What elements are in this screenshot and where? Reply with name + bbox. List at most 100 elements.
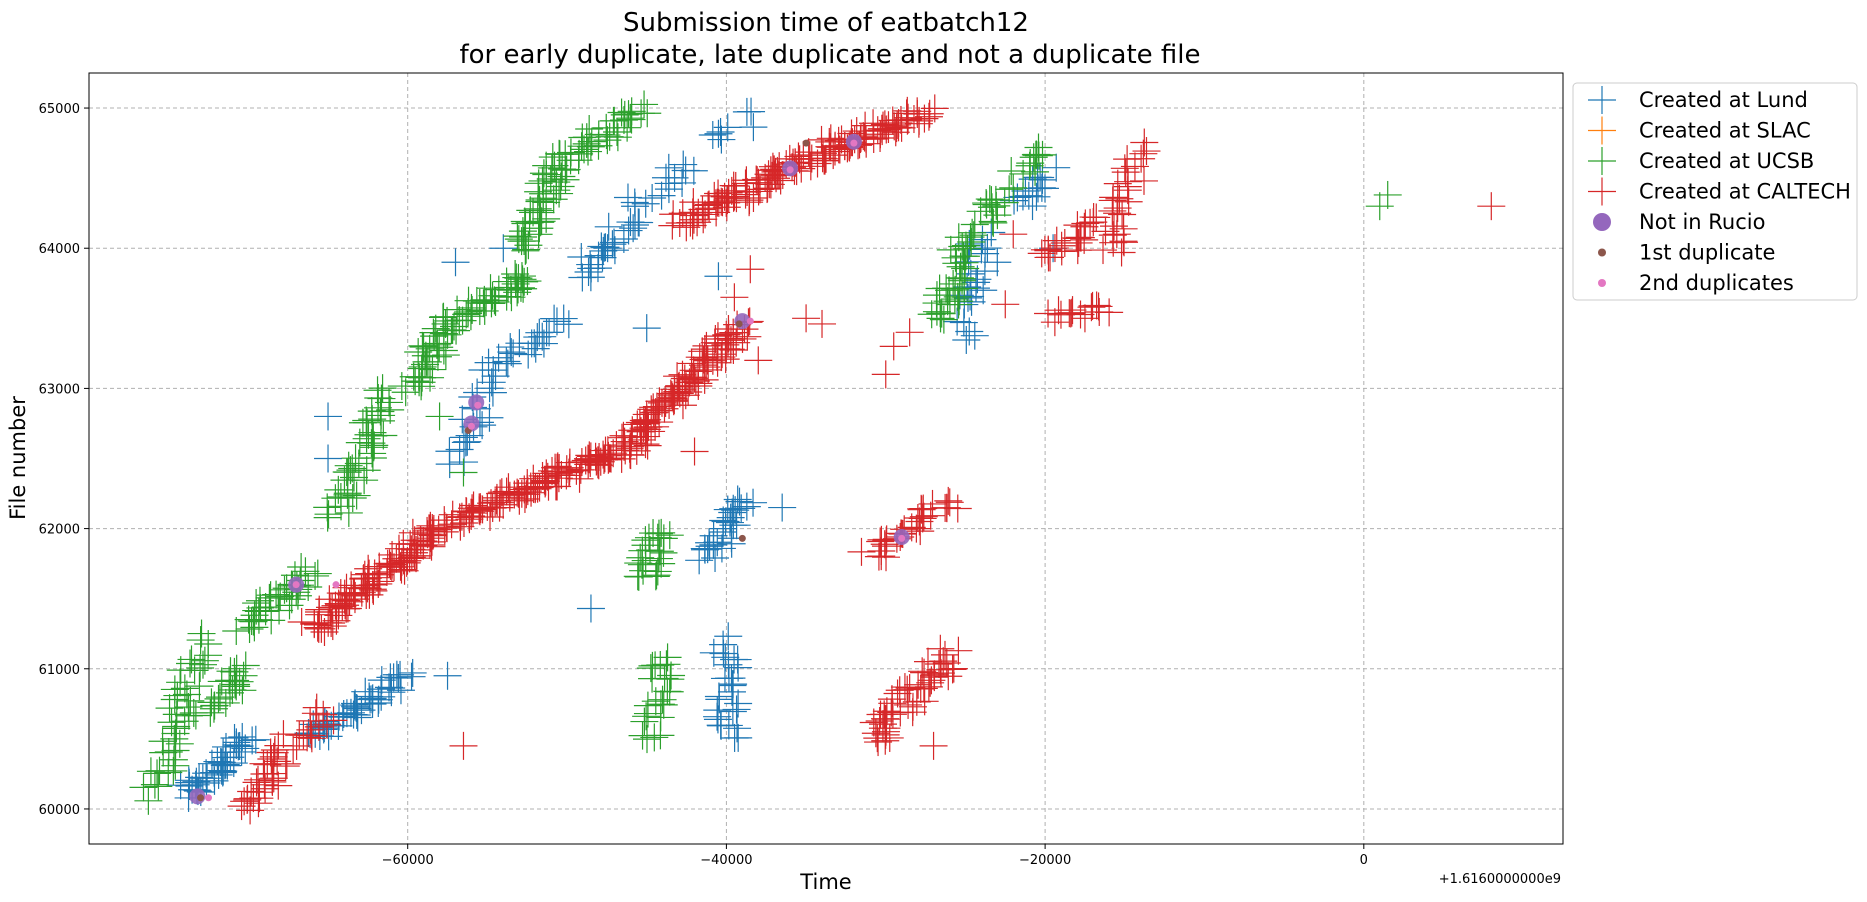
y-tick-label: 62000 bbox=[39, 523, 80, 538]
created-at-lund-point bbox=[698, 121, 727, 150]
y-tick-label: 60000 bbox=[39, 803, 80, 818]
created-at-caltech-point bbox=[1129, 139, 1158, 168]
created-at-ucsb-point bbox=[545, 179, 574, 208]
created-at-lund-point bbox=[715, 508, 744, 537]
1st-duplicate-point bbox=[735, 320, 743, 328]
created-at-ucsb-point bbox=[341, 444, 370, 473]
created-at-lund-point bbox=[241, 725, 270, 754]
created-at-caltech-point bbox=[645, 387, 674, 416]
created-at-ucsb-point bbox=[652, 650, 681, 679]
created-at-ucsb-point bbox=[376, 395, 405, 424]
created-at-caltech-point bbox=[680, 437, 709, 466]
created-at-ucsb-point bbox=[504, 225, 533, 254]
y-tick-label: 61000 bbox=[39, 663, 80, 678]
created-at-caltech-point bbox=[910, 687, 939, 716]
created-at-ucsb-point bbox=[639, 519, 668, 548]
created-at-caltech-point bbox=[302, 693, 331, 722]
created-at-lund-point bbox=[397, 662, 426, 691]
created-at-ucsb-point bbox=[186, 626, 215, 655]
created-at-caltech-point bbox=[297, 721, 326, 750]
created-at-caltech-point bbox=[430, 511, 459, 540]
created-at-caltech-point bbox=[341, 581, 370, 610]
legend-label: Created at Lund bbox=[1639, 88, 1808, 112]
created-at-caltech-point bbox=[731, 169, 760, 198]
created-at-caltech-point bbox=[459, 491, 488, 520]
created-at-caltech-point bbox=[679, 201, 708, 230]
created-at-caltech-point bbox=[1058, 296, 1087, 325]
created-at-lund-point bbox=[499, 339, 528, 368]
created-at-ucsb-point bbox=[287, 553, 316, 582]
created-at-ucsb-point bbox=[633, 691, 662, 720]
created-at-lund-point bbox=[973, 234, 1002, 263]
created-at-caltech-point bbox=[1091, 217, 1120, 246]
created-at-lund-point bbox=[707, 125, 736, 154]
created-at-lund-point bbox=[706, 117, 735, 146]
created-at-caltech-point bbox=[879, 332, 908, 361]
created-at-lund-point bbox=[619, 214, 648, 243]
created-at-ucsb-point bbox=[216, 657, 245, 686]
created-at-ucsb-point bbox=[442, 316, 471, 345]
created-at-caltech-point bbox=[944, 636, 973, 665]
created-at-ucsb-point bbox=[187, 619, 216, 648]
created-at-lund-point bbox=[489, 234, 518, 263]
created-at-caltech-point bbox=[847, 537, 876, 566]
created-at-caltech-point bbox=[402, 541, 431, 570]
created-at-caltech-point bbox=[398, 518, 427, 547]
created-at-caltech-point bbox=[437, 510, 466, 539]
created-at-lund-point bbox=[703, 705, 732, 734]
x-tick-label: 0 bbox=[1360, 853, 1368, 868]
created-at-caltech-point bbox=[1034, 236, 1063, 265]
legend-label: Created at SLAC bbox=[1639, 119, 1811, 143]
created-at-ucsb-point bbox=[610, 100, 639, 129]
created-at-ucsb-point bbox=[503, 278, 532, 307]
created-at-ucsb-point bbox=[255, 583, 284, 612]
created-at-ucsb-point bbox=[407, 354, 436, 383]
created-at-ucsb-point bbox=[154, 737, 183, 766]
created-at-caltech-point bbox=[991, 290, 1020, 319]
created-at-ucsb-point bbox=[649, 690, 678, 719]
created-at-caltech-point bbox=[898, 692, 927, 721]
created-at-caltech-point bbox=[1063, 211, 1092, 240]
created-at-caltech-point bbox=[449, 731, 478, 760]
legend-box bbox=[1572, 82, 1858, 301]
created-at-lund-point bbox=[514, 340, 543, 369]
created-at-lund-point bbox=[535, 318, 564, 347]
created-at-lund-point bbox=[638, 184, 667, 213]
created-at-ucsb-point bbox=[419, 318, 448, 347]
created-at-caltech-point bbox=[720, 182, 749, 211]
created-at-ucsb-point bbox=[655, 677, 684, 706]
created-at-ucsb-point bbox=[630, 707, 659, 736]
y-tick-label: 65000 bbox=[39, 102, 80, 117]
created-at-caltech-point bbox=[552, 455, 581, 484]
created-at-lund-point bbox=[713, 495, 742, 524]
created-at-ucsb-point bbox=[922, 289, 951, 318]
2nd-duplicates-point bbox=[898, 534, 906, 542]
created-at-caltech-point bbox=[244, 789, 273, 818]
created-at-lund-point bbox=[714, 622, 743, 651]
created-at-ucsb-point bbox=[959, 221, 988, 250]
created-at-ucsb-point bbox=[231, 651, 260, 680]
created-at-ucsb-point bbox=[194, 630, 223, 659]
2nd-duplicates-point bbox=[746, 317, 754, 325]
created-at-lund-point bbox=[724, 689, 753, 718]
created-at-caltech-point bbox=[930, 640, 959, 669]
series-created-at-lund bbox=[166, 97, 1071, 812]
created-at-caltech-point bbox=[716, 326, 745, 355]
created-at-lund-point bbox=[962, 268, 991, 297]
created-at-ucsb-point bbox=[945, 287, 974, 316]
created-at-ucsb-point bbox=[338, 454, 367, 483]
legend-marker bbox=[1598, 279, 1606, 287]
created-at-ucsb-point bbox=[556, 138, 585, 167]
created-at-lund-point bbox=[324, 702, 353, 731]
created-at-lund-point bbox=[955, 229, 984, 258]
2nd-duplicates-point bbox=[467, 422, 475, 430]
created-at-ucsb-point bbox=[508, 265, 537, 294]
created-at-lund-point bbox=[718, 670, 747, 699]
created-at-ucsb-point bbox=[350, 466, 379, 495]
created-at-caltech-point bbox=[864, 728, 893, 757]
legend-label: 2nd duplicates bbox=[1639, 271, 1794, 295]
created-at-caltech-point bbox=[466, 495, 495, 524]
created-at-ucsb-point bbox=[647, 549, 676, 578]
created-at-lund-point bbox=[723, 645, 752, 674]
